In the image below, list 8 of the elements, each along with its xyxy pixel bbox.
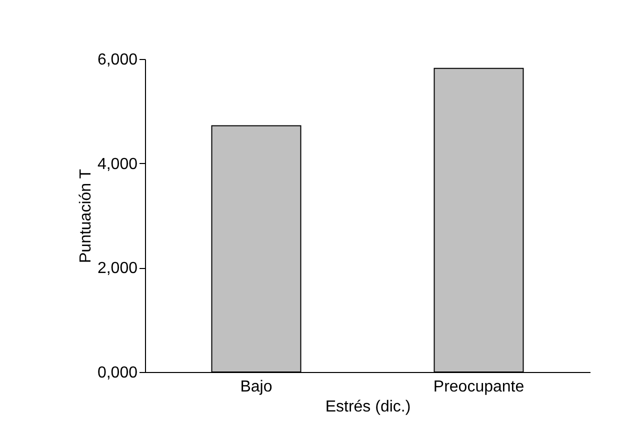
x-tick-label: Bajo (240, 378, 272, 396)
x-tick-label: Preocupante (433, 378, 524, 396)
y-tick-label: 4,000 (97, 156, 138, 173)
x-axis-title: Estrés (dic.) (325, 398, 411, 416)
y-tick-label: 2,000 (97, 260, 138, 278)
y-tick-label: 6,000 (97, 52, 138, 68)
y-tick-label: 0,000 (97, 364, 138, 382)
y-axis-title: Puntuación T (77, 168, 94, 263)
